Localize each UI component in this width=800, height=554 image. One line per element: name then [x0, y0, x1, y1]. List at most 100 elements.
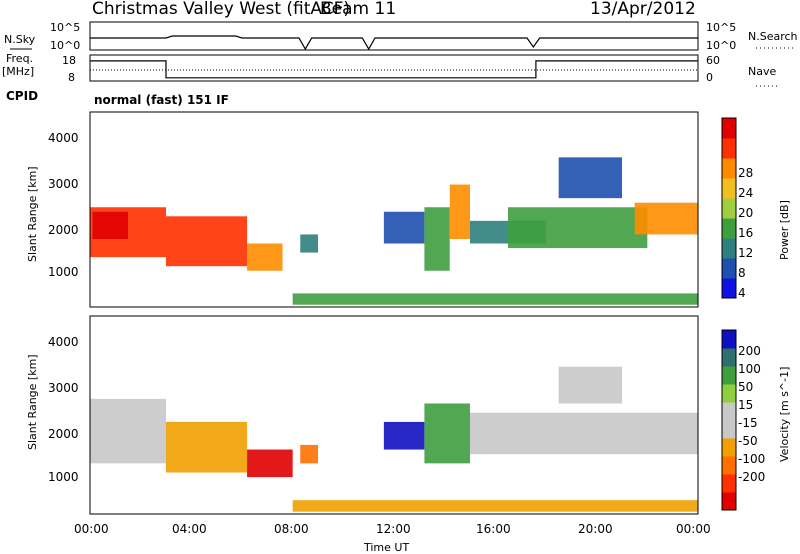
- nsky-series: [90, 35, 698, 51]
- power-cbar-tick-12: 12: [738, 246, 753, 260]
- freq-tick-top: 18: [62, 54, 76, 67]
- nsearch-tick-bottom: 10^0: [706, 39, 736, 52]
- nsky-panel-frame: [89, 21, 699, 51]
- power-cbar-tick-4: 4: [738, 286, 746, 300]
- nsky-tick-top: 10^5: [50, 21, 80, 34]
- xtick-5: 20:00: [578, 522, 613, 536]
- power-cbar-segment-2: [722, 238, 736, 259]
- power-ytick-4000: 4000: [48, 131, 79, 145]
- velocity-cbar-tick-m50: -50: [738, 434, 758, 448]
- power-colorbar-frame: [721, 117, 737, 299]
- power-band-12: [292, 293, 698, 305]
- nsky-tick-bottom: 10^0: [50, 39, 80, 52]
- power-cbar-segment-3: [722, 218, 736, 239]
- velocity-band-3: [300, 444, 318, 464]
- vel-cbar-segment-8: [722, 348, 736, 367]
- velocity-band-2: [247, 449, 293, 478]
- velocity-cbar-tick-m15: -15: [738, 416, 758, 430]
- velocity-cbar-label: Velocity [m s^-1]: [778, 367, 791, 462]
- nsearch-label: N.Search: [748, 30, 798, 43]
- freq-panel-frame: [89, 54, 699, 82]
- velocity-band-7: [558, 366, 622, 404]
- power-band-1: [92, 211, 128, 239]
- power-band-9: [508, 207, 648, 249]
- velocity-cbar-tick-m100: -100: [738, 452, 765, 466]
- freq-unit: [MHz]: [2, 65, 34, 78]
- power-cbar-tick-24: 24: [738, 186, 753, 200]
- nave-tick-bottom: 0: [706, 71, 713, 84]
- vel-cbar-segment-4: [722, 420, 736, 439]
- power-ytick-1000: 1000: [48, 265, 79, 279]
- vel-cbar-segment-1: [722, 474, 736, 493]
- vel-cbar-segment-6: [722, 384, 736, 403]
- velocity-cbar-tick-50: 50: [738, 380, 753, 394]
- nsky-label: N.Sky: [4, 33, 36, 46]
- freq-series: [90, 60, 698, 79]
- xtick-0: 00:00: [74, 522, 109, 536]
- beam-label: Beam 11: [320, 0, 396, 19]
- xtick-6: 00:00: [676, 522, 711, 536]
- velocity-heatmap: [90, 366, 698, 512]
- velocity-ytick-4000: 4000: [48, 335, 79, 349]
- vel-cbar-segment-5: [722, 402, 736, 421]
- power-ytick-3000: 3000: [48, 177, 79, 191]
- nave-tick-top: 60: [706, 54, 720, 67]
- freq-tick-bottom: 8: [68, 71, 75, 84]
- power-band-2: [166, 216, 248, 267]
- velocity-ytick-2000: 2000: [48, 427, 79, 441]
- power-band-3: [247, 243, 283, 271]
- vel-cbar-segment-7: [722, 366, 736, 385]
- cpid-value: normal (fast) 151 IF: [94, 93, 229, 107]
- power-cbar-segment-8: [722, 118, 736, 139]
- power-band-4: [300, 234, 318, 253]
- power-cbar-tick-20: 20: [738, 206, 753, 220]
- nsearch-tick-top: 10^5: [706, 21, 736, 34]
- velocity-band-6: [470, 412, 698, 455]
- xtick-4: 16:00: [476, 522, 511, 536]
- velocity-band-4: [383, 421, 425, 450]
- velocity-cbar-tick-200: 200: [738, 344, 761, 358]
- velocity-panel-frame: [89, 315, 699, 515]
- xaxis-label: Time UT: [363, 541, 409, 554]
- cpid-label: CPID: [6, 89, 38, 103]
- freq-label: Freq.: [6, 52, 33, 65]
- velocity-colorbar: [722, 330, 736, 511]
- velocity-ytick-3000: 3000: [48, 381, 79, 395]
- power-cbar-segment-4: [722, 198, 736, 219]
- power-cbar-tick-28: 28: [738, 166, 753, 180]
- power-cbar-segment-5: [722, 178, 736, 199]
- power-band-5: [383, 211, 425, 244]
- velocity-ytick-1000: 1000: [48, 470, 79, 484]
- power-cbar-label: Power [dB]: [778, 200, 791, 260]
- xtick-1: 04:00: [172, 522, 207, 536]
- power-cbar-segment-1: [722, 258, 736, 279]
- power-band-11: [558, 157, 622, 199]
- velocity-band-5: [424, 403, 470, 464]
- velocity-cbar-tick-100: 100: [738, 362, 761, 376]
- power-cbar-tick-8: 8: [738, 266, 746, 280]
- vel-cbar-segment-2: [722, 456, 736, 475]
- power-band-6: [424, 207, 450, 271]
- power-cbar-segment-0: [722, 278, 736, 299]
- vel-cbar-segment-0: [722, 492, 736, 511]
- power-cbar-segment-6: [722, 158, 736, 179]
- power-panel-frame: [89, 111, 699, 308]
- power-cbar-segment-7: [722, 138, 736, 159]
- power-heatmap: [90, 157, 698, 305]
- power-band-7: [449, 184, 470, 239]
- velocity-cbar-tick-15: 15: [738, 398, 753, 412]
- velocity-band-1: [166, 421, 248, 473]
- power-colorbar: [722, 118, 736, 299]
- power-band-10: [634, 202, 698, 235]
- velocity-cbar-tick-m200: -200: [738, 470, 765, 484]
- velocity-band-8: [292, 500, 698, 512]
- power-ytick-2000: 2000: [48, 223, 79, 237]
- power-ylabel: Slant Range [km]: [26, 166, 39, 262]
- radar-title: Christmas Valley West (fitACF): [92, 0, 350, 19]
- nave-label: Nave: [748, 65, 776, 78]
- power-cbar-tick-16: 16: [738, 226, 753, 240]
- vel-cbar-segment-3: [722, 438, 736, 457]
- velocity-ylabel: Slant Range [km]: [26, 354, 39, 450]
